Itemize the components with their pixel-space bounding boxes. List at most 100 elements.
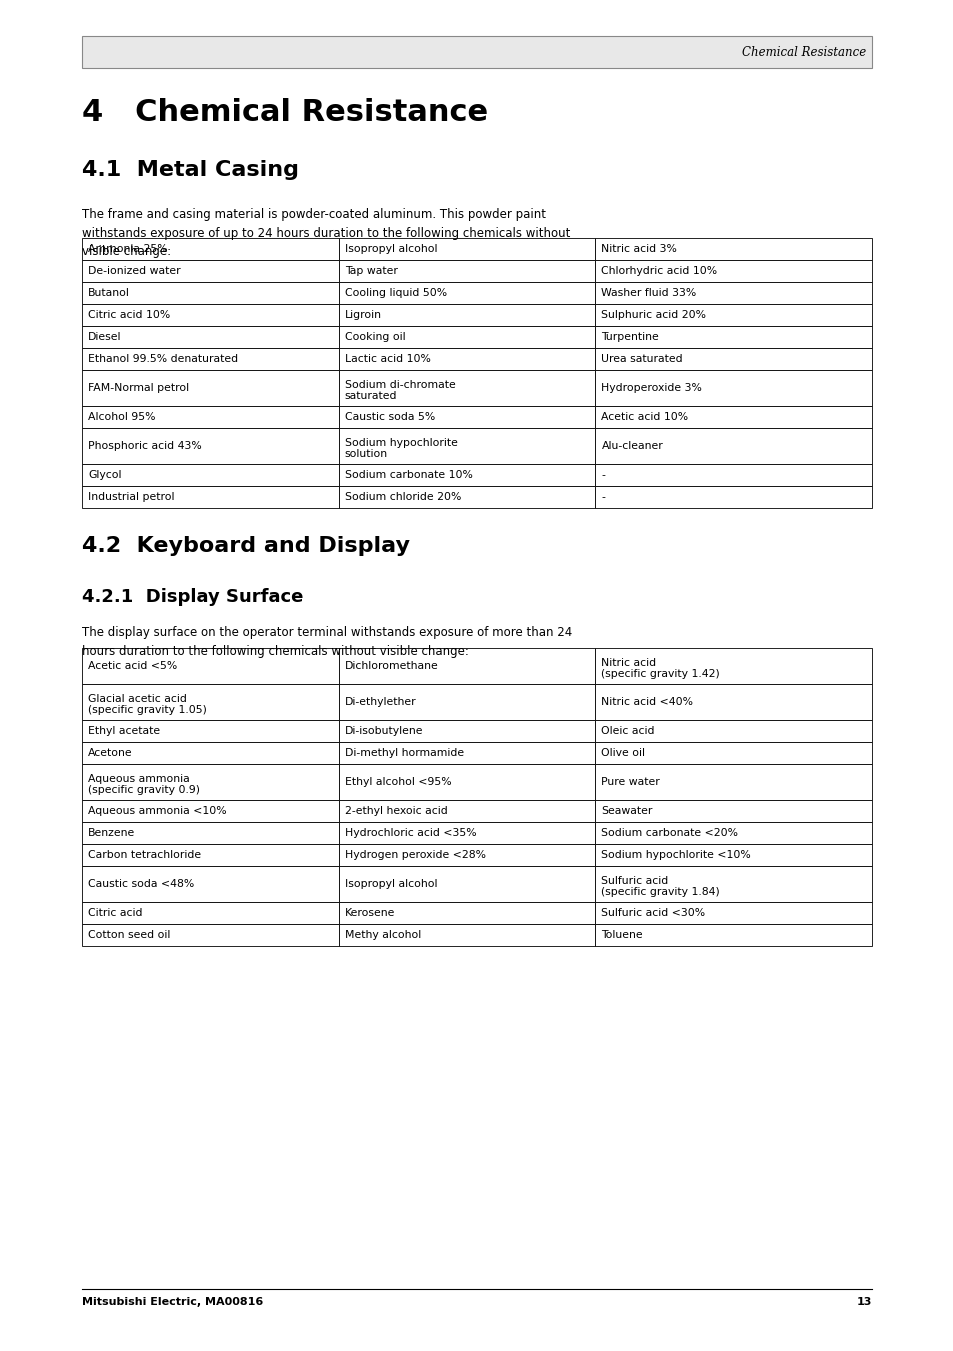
Bar: [338, 304, 595, 326]
Text: Sodium di-chromate: Sodium di-chromate: [344, 380, 455, 390]
Bar: [595, 684, 871, 720]
Bar: [595, 866, 871, 902]
Bar: [338, 349, 595, 370]
Text: Ethyl alcohol <95%: Ethyl alcohol <95%: [344, 777, 451, 788]
Bar: [595, 742, 871, 765]
Text: Urea saturated: Urea saturated: [601, 354, 682, 363]
Text: Glycol: Glycol: [88, 470, 121, 480]
Text: Industrial petrol: Industrial petrol: [88, 492, 174, 503]
Text: Benzene: Benzene: [88, 828, 135, 838]
Bar: [338, 765, 595, 800]
Bar: [82, 765, 338, 800]
Bar: [338, 463, 595, 486]
Bar: [82, 720, 338, 742]
Text: The frame and casing material is powder-coated aluminum. This powder paint
withs: The frame and casing material is powder-…: [82, 208, 570, 258]
Text: -: -: [601, 470, 605, 480]
Text: Citric acid: Citric acid: [88, 908, 142, 917]
Text: Ethyl acetate: Ethyl acetate: [88, 725, 160, 736]
Bar: [338, 902, 595, 924]
Bar: [338, 282, 595, 304]
Bar: [338, 428, 595, 463]
Text: Turpentine: Turpentine: [601, 332, 659, 342]
Text: -: -: [601, 492, 605, 503]
Text: Glacial acetic acid: Glacial acetic acid: [88, 694, 187, 704]
Text: Pure water: Pure water: [601, 777, 659, 788]
Text: Caustic soda <48%: Caustic soda <48%: [88, 880, 194, 889]
Text: 13: 13: [856, 1297, 871, 1306]
Text: (specific gravity 1.42): (specific gravity 1.42): [601, 669, 720, 680]
Bar: [595, 238, 871, 259]
Bar: [595, 720, 871, 742]
Text: Acetone: Acetone: [88, 748, 132, 758]
Text: Aqueous ammonia: Aqueous ammonia: [88, 774, 190, 784]
Text: Sulfuric acid <30%: Sulfuric acid <30%: [601, 908, 705, 917]
Text: Nitric acid: Nitric acid: [601, 658, 656, 667]
Bar: [82, 821, 338, 844]
Text: Hydrochloric acid <35%: Hydrochloric acid <35%: [344, 828, 476, 838]
Bar: [82, 486, 338, 508]
Bar: [595, 304, 871, 326]
Text: Sodium carbonate 10%: Sodium carbonate 10%: [344, 470, 472, 480]
Bar: [82, 349, 338, 370]
Bar: [82, 463, 338, 486]
Bar: [595, 648, 871, 684]
Bar: [595, 326, 871, 349]
Bar: [82, 902, 338, 924]
Bar: [338, 821, 595, 844]
Text: saturated: saturated: [344, 390, 396, 401]
Bar: [338, 326, 595, 349]
Text: Hydroperoxide 3%: Hydroperoxide 3%: [601, 382, 701, 393]
Bar: [338, 800, 595, 821]
Bar: [595, 844, 871, 866]
Text: 4.2.1  Display Surface: 4.2.1 Display Surface: [82, 588, 303, 607]
Bar: [338, 924, 595, 946]
Text: Seawater: Seawater: [601, 807, 652, 816]
Bar: [338, 407, 595, 428]
Bar: [82, 648, 338, 684]
Text: The display surface on the operator terminal withstands exposure of more than 24: The display surface on the operator term…: [82, 626, 572, 658]
Bar: [595, 370, 871, 407]
Bar: [338, 742, 595, 765]
Bar: [595, 463, 871, 486]
Bar: [595, 765, 871, 800]
Bar: [595, 924, 871, 946]
Bar: [82, 326, 338, 349]
Text: Cooling liquid 50%: Cooling liquid 50%: [344, 288, 446, 299]
Text: 4   Chemical Resistance: 4 Chemical Resistance: [82, 99, 488, 127]
Text: Isopropyl alcohol: Isopropyl alcohol: [344, 880, 436, 889]
Bar: [82, 36, 871, 68]
Text: Acetic acid <5%: Acetic acid <5%: [88, 661, 177, 671]
Text: Sulphuric acid 20%: Sulphuric acid 20%: [601, 309, 706, 320]
Bar: [595, 821, 871, 844]
Text: Di-isobutylene: Di-isobutylene: [344, 725, 423, 736]
Text: 4.2  Keyboard and Display: 4.2 Keyboard and Display: [82, 536, 410, 557]
Text: Di-methyl hormamide: Di-methyl hormamide: [344, 748, 463, 758]
Bar: [82, 259, 338, 282]
Text: Citric acid 10%: Citric acid 10%: [88, 309, 170, 320]
Bar: [338, 684, 595, 720]
Bar: [82, 800, 338, 821]
Text: Mitsubishi Electric, MA00816: Mitsubishi Electric, MA00816: [82, 1297, 263, 1306]
Text: Carbon tetrachloride: Carbon tetrachloride: [88, 850, 201, 861]
Bar: [82, 684, 338, 720]
Text: Washer fluid 33%: Washer fluid 33%: [601, 288, 696, 299]
Text: Butanol: Butanol: [88, 288, 130, 299]
Bar: [595, 282, 871, 304]
Bar: [82, 282, 338, 304]
Text: (specific gravity 0.9): (specific gravity 0.9): [88, 785, 200, 794]
Bar: [82, 924, 338, 946]
Text: Tap water: Tap water: [344, 266, 397, 276]
Text: Ethanol 99.5% denaturated: Ethanol 99.5% denaturated: [88, 354, 238, 363]
Text: Sodium hypochlorite <10%: Sodium hypochlorite <10%: [601, 850, 750, 861]
Bar: [595, 800, 871, 821]
Bar: [338, 238, 595, 259]
Bar: [82, 866, 338, 902]
Bar: [338, 370, 595, 407]
Bar: [595, 349, 871, 370]
Text: Nitric acid <40%: Nitric acid <40%: [601, 697, 693, 707]
Text: Alcohol 95%: Alcohol 95%: [88, 412, 155, 422]
Text: Cooking oil: Cooking oil: [344, 332, 405, 342]
Bar: [338, 259, 595, 282]
Text: Methy alcohol: Methy alcohol: [344, 929, 420, 940]
Bar: [595, 259, 871, 282]
